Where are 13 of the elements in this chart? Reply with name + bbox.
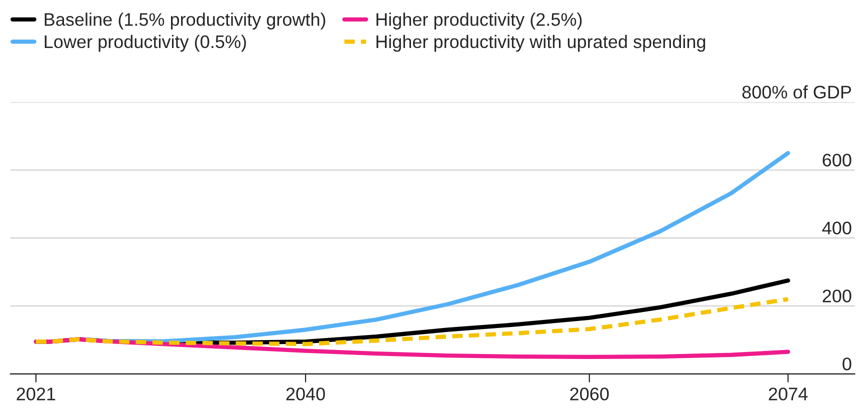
x-tick-label: 2060 xyxy=(570,388,609,400)
x-tick-label: 2040 xyxy=(286,388,325,400)
y-tick-label: 600 xyxy=(822,154,852,166)
legend-label: Higher productivity with uprated spending xyxy=(376,34,706,52)
legend-label: Higher productivity (2.5%) xyxy=(376,12,582,30)
legend-label: Lower productivity (0.5%) xyxy=(44,34,246,52)
y-tick-label: 200 xyxy=(822,290,852,302)
y-tick-label: 400 xyxy=(822,222,852,234)
x-tick-label: 2074 xyxy=(768,388,808,400)
y-tick-label: 800% of GDP xyxy=(742,85,852,99)
y-tick-label: 0 xyxy=(842,358,852,370)
x-tick-label: 2021 xyxy=(16,388,56,400)
legend-label: Baseline (1.5% productivity growth) xyxy=(44,12,326,30)
